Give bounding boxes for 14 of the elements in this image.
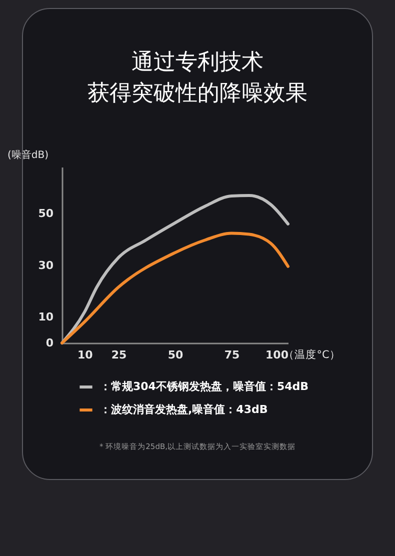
x-tick-label: 25 xyxy=(111,348,127,362)
x-tick-label: 75 xyxy=(224,348,240,362)
y-axis-title: (噪音dB) xyxy=(7,149,49,161)
legend-label: ：常规304不锈钢发热盘，噪音值：54dB xyxy=(100,380,309,393)
x-tick-label: 100 xyxy=(266,348,289,362)
y-tick-label: 0 xyxy=(46,336,54,350)
y-tick-label: 30 xyxy=(38,258,54,272)
legend-label: ：波纹消音发热盘,噪音值：43dB xyxy=(100,403,268,416)
x-tick-label: 50 xyxy=(168,348,184,362)
chart-title: 通过专利技术 xyxy=(132,50,264,75)
chart-subtitle: 获得突破性的降噪效果 xyxy=(88,81,308,106)
y-tick-label: 10 xyxy=(38,310,54,324)
x-tick-label: 10 xyxy=(77,348,94,362)
y-tick-label: 50 xyxy=(38,207,54,220)
